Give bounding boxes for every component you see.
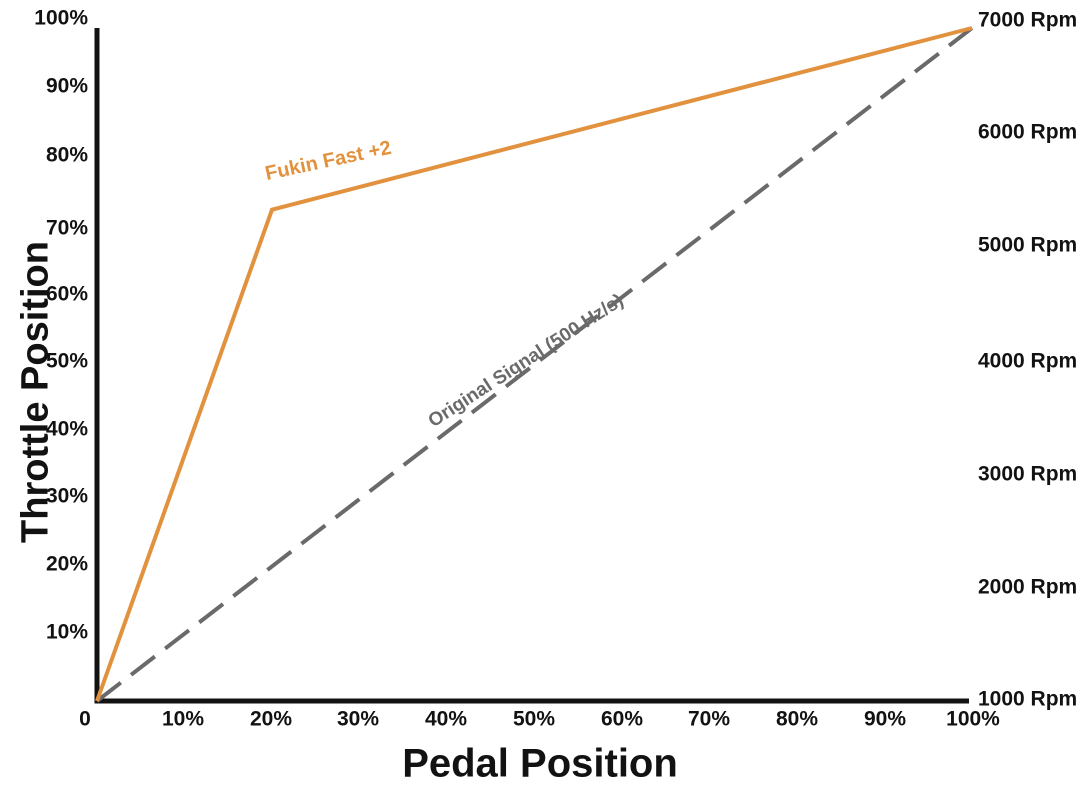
y-axis-tick-label: 20%	[45, 552, 88, 576]
rpm-axis-tick-label: 2000 Rpm	[978, 575, 1078, 599]
x-axis-tick-label: 30%	[336, 707, 380, 731]
series-line-fukin-fast	[95, 26, 973, 702]
y-axis-tick-label: 80%	[45, 143, 88, 167]
rpm-axis-tick-label: 4000 Rpm	[978, 349, 1078, 373]
y-axis-title: Throttle Position	[14, 241, 57, 543]
y-axis-tick-label: 100%	[34, 6, 88, 30]
x-axis-tick-label: 100%	[946, 707, 1000, 731]
y-axis-tick-label: 70%	[45, 216, 88, 240]
series-line-original-signal	[95, 26, 974, 703]
x-axis-tick-label: 80%	[775, 707, 819, 731]
y-axis-tick-label: 10%	[45, 620, 88, 644]
x-axis-tick-label: 40%	[424, 707, 468, 731]
y-axis-tick-label: 30%	[45, 484, 88, 508]
x-axis-title: Pedal Position	[402, 741, 678, 786]
x-axis-tick-label: 90%	[863, 707, 907, 731]
x-axis-tick-label: 50%	[512, 707, 556, 731]
x-axis-tick-label: 10%	[161, 707, 205, 731]
y-axis-tick-label: 90%	[45, 74, 88, 98]
rpm-axis-tick-label: 6000 Rpm	[978, 120, 1078, 144]
x-axis-tick-label: 70%	[687, 707, 731, 731]
x-axis-tick-label: 20%	[249, 707, 293, 731]
x-axis-tick-label: 0	[79, 707, 91, 731]
y-axis-tick-label: 60%	[45, 282, 88, 306]
rpm-axis-tick-label: 3000 Rpm	[978, 462, 1078, 486]
y-axis-tick-label: 50%	[45, 349, 88, 373]
y-axis-tick-label: 40%	[45, 417, 88, 441]
rpm-axis-tick-label: 5000 Rpm	[978, 233, 1078, 257]
x-axis-tick-label: 60%	[600, 707, 644, 731]
rpm-axis-tick-label: 7000 Rpm	[978, 8, 1078, 32]
rpm-axis-tick-label: 1000 Rpm	[978, 687, 1078, 711]
